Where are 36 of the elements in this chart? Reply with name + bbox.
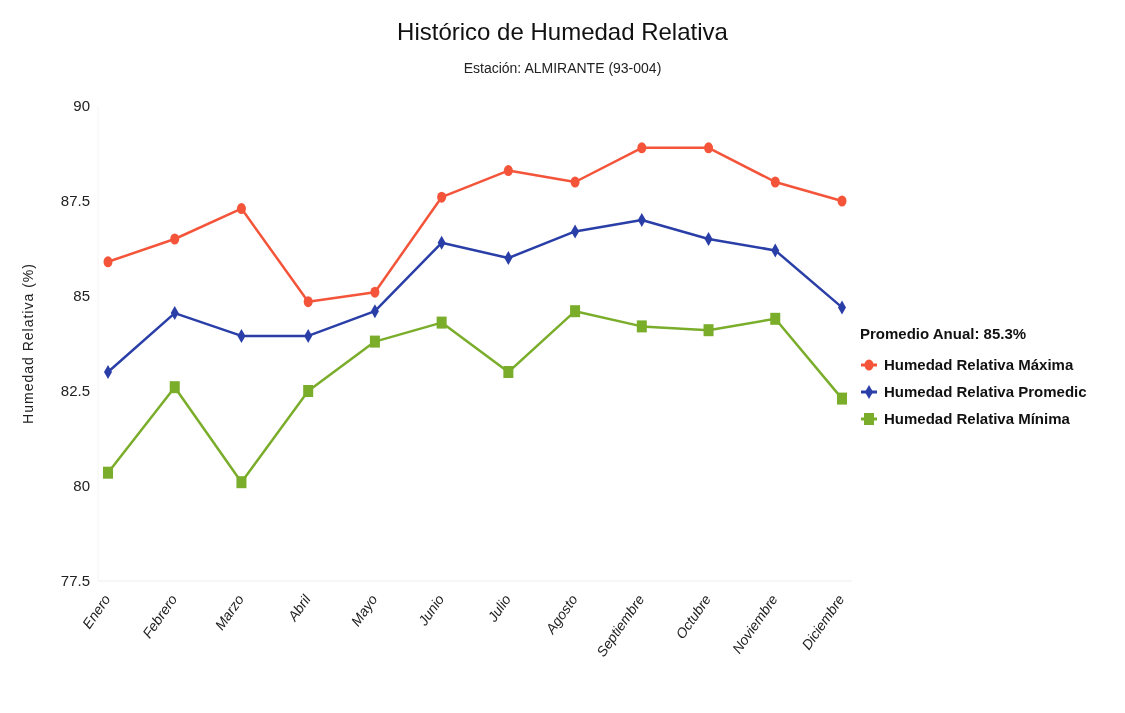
point xyxy=(437,191,447,203)
legend-label: Humedad Relativa Promedic xyxy=(884,383,1087,400)
y-tick-label: 90 xyxy=(73,97,90,115)
point xyxy=(570,305,581,318)
point xyxy=(503,165,513,177)
point xyxy=(836,392,847,405)
point xyxy=(236,203,246,215)
point xyxy=(503,366,514,378)
chart-subtitle: Estación: ALMIRANTE (93-004) xyxy=(462,60,663,76)
point xyxy=(770,312,781,325)
y-tick-label: 80 xyxy=(73,477,90,495)
y-tick-label: 77.5 xyxy=(60,572,90,590)
point xyxy=(370,286,380,298)
point xyxy=(704,142,714,154)
point xyxy=(703,324,714,337)
point xyxy=(770,176,780,188)
point xyxy=(103,256,113,268)
y-tick-label: 87.5 xyxy=(60,192,90,210)
point xyxy=(436,316,447,329)
point xyxy=(169,381,180,394)
legend-label: Humedad Relativa Mínima xyxy=(884,410,1070,427)
point xyxy=(636,320,647,333)
chart-title: Histórico de Humedad Relativa xyxy=(396,17,729,46)
point xyxy=(637,142,647,154)
point xyxy=(170,233,180,245)
point xyxy=(103,466,114,479)
y-axis-title: Humedad Relativa (%) xyxy=(19,263,36,424)
point xyxy=(303,296,313,308)
point xyxy=(303,385,314,397)
y-tick-label: 82.5 xyxy=(60,382,90,400)
legend-label: Humedad Relativa Máxima xyxy=(884,356,1074,373)
y-tick-label: 85 xyxy=(73,287,90,305)
point xyxy=(570,176,580,188)
point xyxy=(236,476,247,489)
legend-title: Promedio Anual: 85.3% xyxy=(860,325,1028,342)
point xyxy=(369,335,380,348)
